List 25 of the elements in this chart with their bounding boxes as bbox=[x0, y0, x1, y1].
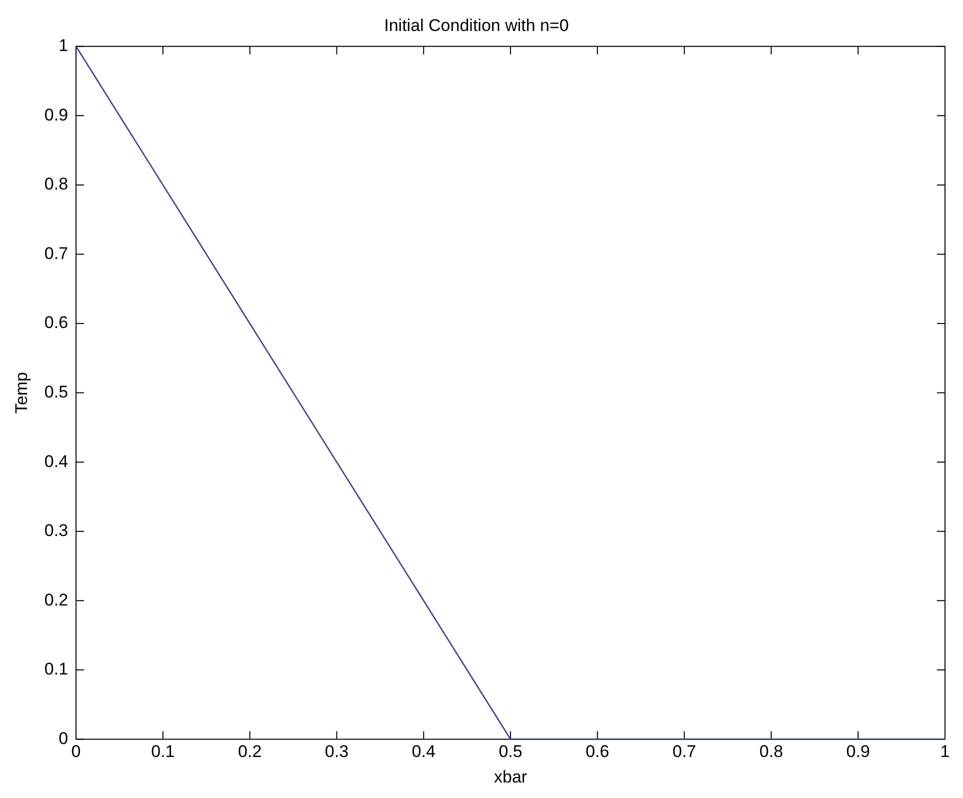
x-tick-label: 0.4 bbox=[412, 742, 436, 762]
y-tick-label: 1 bbox=[58, 36, 68, 56]
x-tick-label: 0 bbox=[71, 742, 81, 762]
y-axis-title: Temp bbox=[12, 372, 31, 414]
y-tick-label: 0 bbox=[58, 728, 68, 748]
x-tick-label: 0.3 bbox=[324, 742, 349, 762]
y-tick-label: 0.3 bbox=[44, 521, 68, 540]
y-tick-label: 0.2 bbox=[44, 590, 68, 610]
y-tick-label: 0.1 bbox=[44, 660, 68, 679]
x-tick-label: 0.8 bbox=[759, 742, 784, 762]
chart-title: Initial Condition with n=0 bbox=[384, 16, 569, 35]
x-tick-label: 0.6 bbox=[586, 742, 610, 762]
y-tick-label: 0.9 bbox=[44, 105, 68, 124]
y-tick-label: 0.4 bbox=[44, 452, 68, 471]
x-axis-title: xbar bbox=[494, 767, 528, 786]
y-tick-label: 0.5 bbox=[44, 382, 68, 402]
y-tick-label: 0.8 bbox=[44, 174, 68, 194]
x-tick-label: 1 bbox=[940, 742, 950, 762]
x-tick-label: 0.5 bbox=[498, 742, 522, 762]
x-tick-label: 0.9 bbox=[846, 742, 870, 762]
y-tick-label: 0.7 bbox=[44, 244, 68, 263]
y-tick-label: 0.6 bbox=[44, 313, 68, 332]
x-tick-label: 0.2 bbox=[238, 742, 262, 762]
x-tick-label: 0.7 bbox=[672, 742, 696, 762]
x-tick-label: 0.1 bbox=[151, 742, 175, 762]
